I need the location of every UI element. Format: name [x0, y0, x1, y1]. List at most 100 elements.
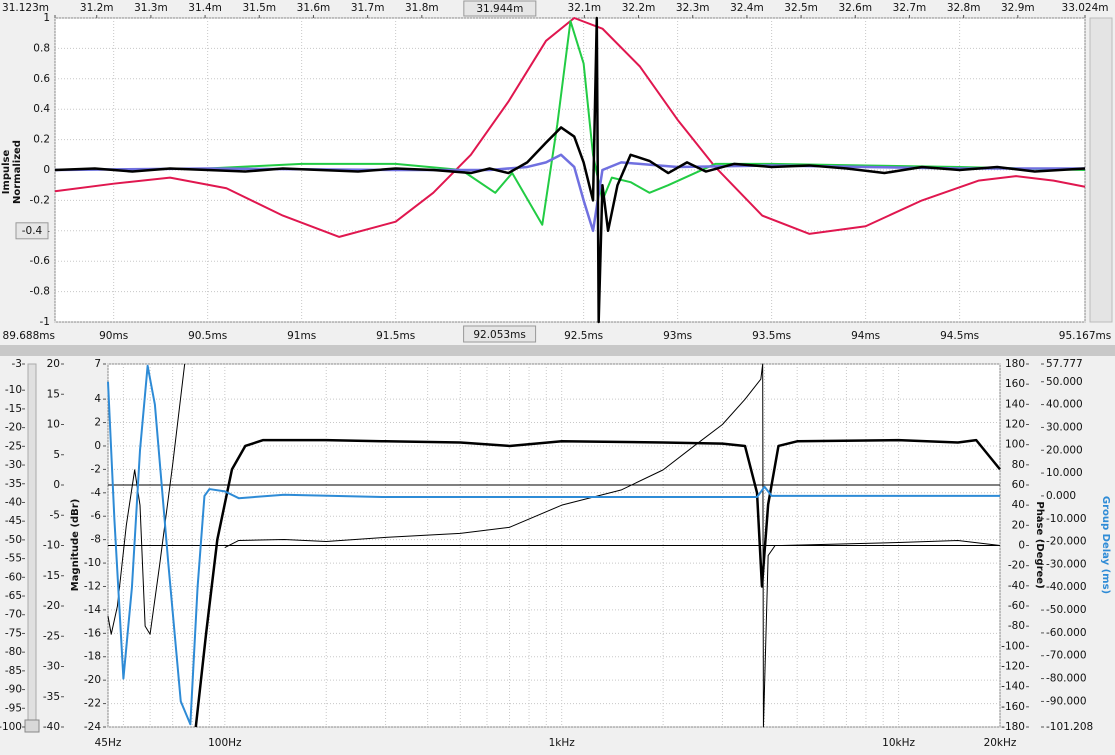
- top-tick-label: 31.6m: [297, 2, 331, 14]
- cursor-box: [463, 0, 537, 17]
- y-tick-label: 20.000: [1046, 444, 1083, 456]
- y-tick-label: 0.000: [1046, 490, 1076, 502]
- y-tick-label: 15: [47, 388, 60, 400]
- series-line: [54, 16, 1086, 324]
- series-line: [54, 17, 1086, 238]
- slider-thumb[interactable]: [24, 719, 40, 733]
- y-tick-label: -50: [5, 534, 22, 546]
- y-tick-label: 60: [1012, 479, 1025, 491]
- y-tick-label: -140: [1001, 681, 1025, 693]
- y-tick-label: 57.777: [1046, 358, 1083, 370]
- y-tick-label: -100: [1001, 640, 1025, 652]
- y-tick-label: -80: [5, 646, 22, 658]
- top-tick-label: 32.9m: [1001, 2, 1035, 14]
- y-tick-label: -10: [5, 384, 22, 396]
- y-tick-label: -55: [5, 553, 22, 565]
- y-tick-label: 1: [43, 12, 50, 24]
- y-axis-title: Impulse: [1, 149, 12, 194]
- y-tick-label: 50.000: [1046, 376, 1083, 388]
- y-tick-label: 0.8: [33, 42, 50, 54]
- y-tick-label: -18: [84, 651, 101, 663]
- top-tick-label: 31.3m: [134, 2, 168, 14]
- y-tick-label: -20: [84, 674, 101, 686]
- y-tick-label: 2: [94, 417, 101, 429]
- y-tick-label: -22: [84, 698, 101, 710]
- x-tick-label: 95.167ms: [1059, 330, 1111, 342]
- y-tick-label: -70.000: [1046, 650, 1087, 662]
- y-tick-label: -40.000: [1046, 581, 1087, 593]
- y-tick-label: 30.000: [1046, 421, 1083, 433]
- top-tick-label: 32.1m: [568, 2, 602, 14]
- y-tick-label: 40: [1012, 499, 1025, 511]
- y-tick-label: 180: [1005, 358, 1025, 370]
- y-tick-label: -20: [43, 600, 60, 612]
- y-tick-label: -60: [5, 571, 22, 583]
- y-tick-label: -12: [84, 580, 101, 592]
- y-tick-label: 80: [1012, 459, 1025, 471]
- y-tick-label: -85: [5, 665, 22, 677]
- x-tick-label: 92.5ms: [564, 330, 603, 342]
- y-tick-label: 0.4: [33, 103, 50, 115]
- top-tick-label: 32.2m: [622, 2, 656, 14]
- splitter[interactable]: [0, 345, 1115, 356]
- y-tick-label: -60.000: [1046, 627, 1087, 639]
- x-tick-label: 89.688ms: [3, 330, 55, 342]
- y-tick-label: -120: [1001, 661, 1025, 673]
- cursor-label: 92.053ms: [473, 329, 525, 341]
- top-tick-label: 32.5m: [784, 2, 818, 14]
- y-tick-label: -101.208: [1046, 721, 1093, 733]
- y-tick-label: -20: [5, 422, 22, 434]
- y-tick-label: -10.000: [1046, 513, 1087, 525]
- x-tick-label: 91.5ms: [376, 330, 415, 342]
- y-tick-label: -40: [43, 721, 60, 733]
- y-tick-label: -14: [84, 604, 101, 616]
- y-tick-label: -6: [91, 510, 102, 522]
- y-tick-label: 0: [94, 440, 101, 452]
- y-tick-label: -70: [5, 609, 22, 621]
- y-tick-label: -80.000: [1046, 673, 1087, 685]
- top-tick-label: 33.024m: [1062, 2, 1109, 14]
- y-tick-label: -100: [0, 721, 22, 733]
- series-line: [107, 364, 1000, 726]
- top-tick-label: 32.3m: [676, 2, 710, 14]
- y-tick-label: 7: [94, 358, 101, 370]
- top-tick-label: 31.4m: [188, 2, 222, 14]
- top-tick-label: 31.123m: [2, 2, 49, 14]
- y-tick-label: 5: [53, 449, 60, 461]
- y-tick-label: -0.8: [30, 286, 51, 298]
- slider-track[interactable]: [27, 363, 37, 728]
- y-tick-label: 10.000: [1046, 467, 1083, 479]
- y-tick-label: -25: [43, 630, 60, 642]
- x-tick-label: 90.5ms: [188, 330, 227, 342]
- top-tick-label: 32.4m: [730, 2, 764, 14]
- y-tick-label: -60: [1008, 600, 1025, 612]
- y4-axis-title: Group Delay (ms): [1100, 496, 1111, 594]
- y-tick-label: 0: [53, 479, 60, 491]
- y-tick-label: -50.000: [1046, 604, 1087, 616]
- y-tick-label: -40: [5, 496, 22, 508]
- y-tick-label: 20: [47, 358, 60, 370]
- y-tick-label: 0: [43, 164, 50, 176]
- y-tick-label: -20: [1008, 560, 1025, 572]
- top-tick-label: 31.8m: [405, 2, 439, 14]
- y-tick-label: -180: [1001, 721, 1025, 733]
- top-tick-label: 31.5m: [242, 2, 276, 14]
- top-tick-label: 31.2m: [80, 2, 114, 14]
- x-tick-label: 94.5ms: [940, 330, 979, 342]
- x-tick-label: 100Hz: [208, 737, 242, 749]
- series-line: [194, 438, 1001, 728]
- y-tick-label: -24: [84, 721, 101, 733]
- y-tick-label: -95: [5, 702, 22, 714]
- y-tick-label: -15: [5, 403, 22, 415]
- y-tick-label: 0.6: [33, 73, 50, 85]
- cursor-label: -0.4: [22, 225, 43, 237]
- top-tick-label: 32.6m: [838, 2, 872, 14]
- y-tick-label: -0.6: [30, 255, 51, 267]
- y-tick-label: -40: [1008, 580, 1025, 592]
- y-tick-label: 4: [94, 393, 101, 405]
- scrollbar[interactable]: [1089, 17, 1113, 323]
- y-tick-label: -90.000: [1046, 695, 1087, 707]
- y-tick-label: 160: [1005, 378, 1025, 390]
- y-tick-label: -8: [91, 534, 101, 546]
